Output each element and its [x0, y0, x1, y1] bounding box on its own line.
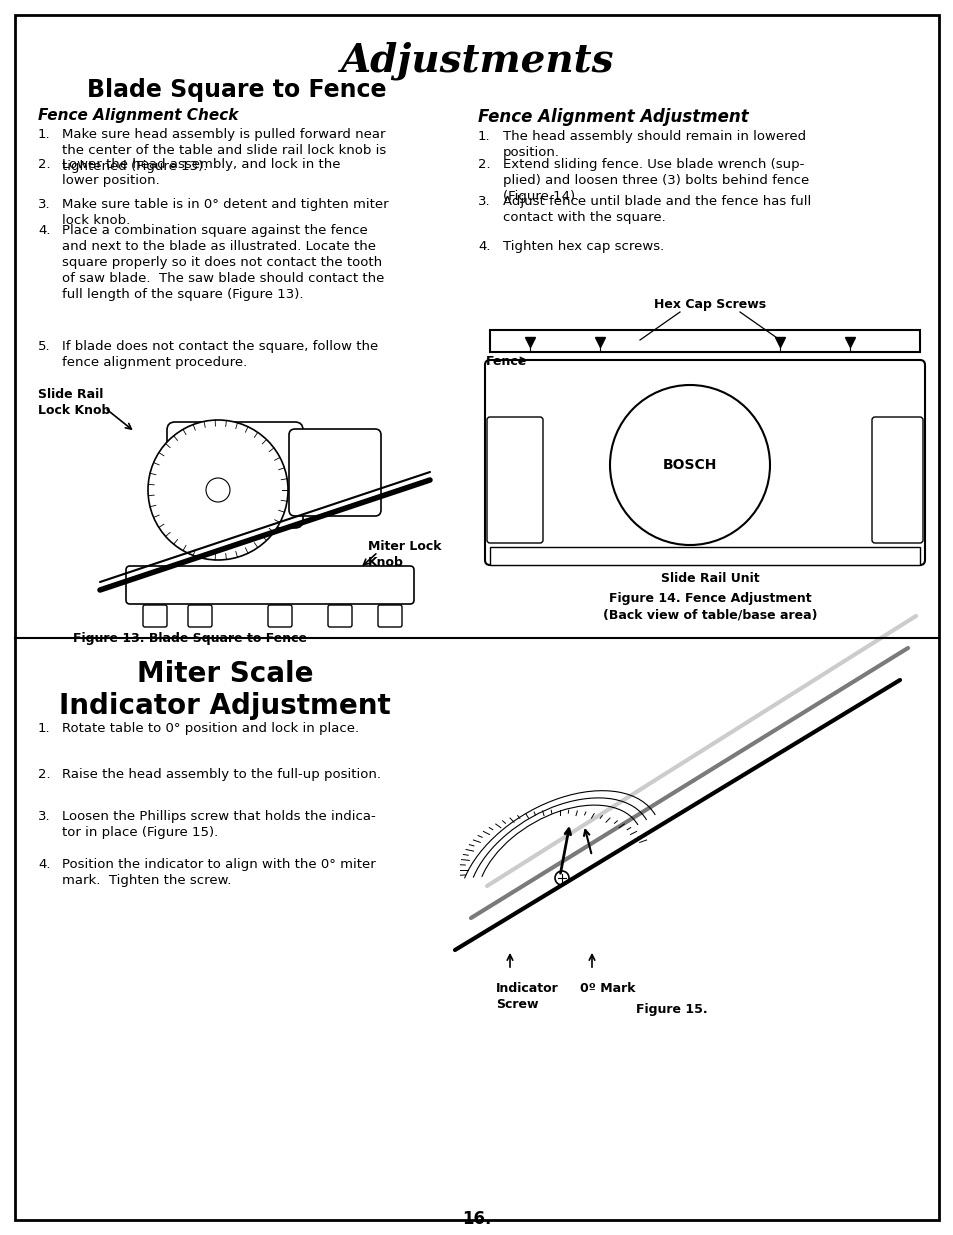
- FancyBboxPatch shape: [188, 605, 212, 627]
- Text: Make sure table is in 0° detent and tighten miter
lock knob.: Make sure table is in 0° detent and tigh…: [62, 198, 388, 227]
- Text: Hex Cap Screws: Hex Cap Screws: [653, 298, 765, 311]
- Text: Figure 14. Fence Adjustment
(Back view of table/base area): Figure 14. Fence Adjustment (Back view o…: [602, 592, 817, 622]
- Text: Fence Alignment Adjustment: Fence Alignment Adjustment: [477, 107, 748, 126]
- FancyBboxPatch shape: [328, 605, 352, 627]
- FancyBboxPatch shape: [486, 417, 542, 543]
- Text: Adjustments: Adjustments: [340, 42, 613, 80]
- Circle shape: [609, 385, 769, 545]
- Text: 4.: 4.: [38, 224, 51, 237]
- Text: Indicator
Screw: Indicator Screw: [496, 982, 558, 1011]
- Text: Lower the head assembly, and lock in the
lower position.: Lower the head assembly, and lock in the…: [62, 158, 340, 186]
- Text: Figure 13. Blade Square to Fence: Figure 13. Blade Square to Fence: [73, 632, 307, 645]
- Text: Miter Scale
Indicator Adjustment: Miter Scale Indicator Adjustment: [59, 659, 391, 720]
- FancyBboxPatch shape: [126, 566, 414, 604]
- Text: 0º Mark: 0º Mark: [579, 982, 635, 995]
- Text: 3.: 3.: [38, 810, 51, 823]
- FancyBboxPatch shape: [143, 605, 167, 627]
- Text: 4.: 4.: [477, 240, 490, 253]
- FancyBboxPatch shape: [167, 422, 303, 529]
- FancyBboxPatch shape: [377, 605, 401, 627]
- FancyBboxPatch shape: [871, 417, 923, 543]
- Text: 2.: 2.: [477, 158, 490, 170]
- FancyBboxPatch shape: [268, 605, 292, 627]
- Text: Raise the head assembly to the full-up position.: Raise the head assembly to the full-up p…: [62, 768, 380, 781]
- Text: 1.: 1.: [38, 722, 51, 735]
- Text: Fence: Fence: [485, 354, 527, 368]
- Text: Slide Rail Unit: Slide Rail Unit: [660, 572, 759, 585]
- Text: BOSCH: BOSCH: [662, 458, 717, 472]
- Circle shape: [206, 478, 230, 501]
- Text: 3.: 3.: [38, 198, 51, 211]
- Text: 5.: 5.: [38, 340, 51, 353]
- Text: Tighten hex cap screws.: Tighten hex cap screws.: [502, 240, 663, 253]
- Text: Extend sliding fence. Use blade wrench (sup-
plied) and loosen three (3) bolts b: Extend sliding fence. Use blade wrench (…: [502, 158, 808, 203]
- Bar: [490, 547, 919, 564]
- Text: Fence Alignment Check: Fence Alignment Check: [38, 107, 238, 124]
- Circle shape: [555, 871, 568, 885]
- Text: 1.: 1.: [477, 130, 490, 143]
- Text: Rotate table to 0° position and lock in place.: Rotate table to 0° position and lock in …: [62, 722, 358, 735]
- Text: 2.: 2.: [38, 158, 51, 170]
- Text: The head assembly should remain in lowered
position.: The head assembly should remain in lower…: [502, 130, 805, 159]
- Text: Place a combination square against the fence
and next to the blade as illustrate: Place a combination square against the f…: [62, 224, 384, 301]
- Text: 3.: 3.: [477, 195, 490, 207]
- Text: Miter Lock
Knob: Miter Lock Knob: [368, 540, 441, 569]
- Text: Blade Square to Fence: Blade Square to Fence: [87, 78, 386, 103]
- Circle shape: [148, 420, 288, 559]
- Bar: [490, 330, 919, 352]
- Text: Figure 15.: Figure 15.: [636, 1003, 707, 1016]
- Text: 1.: 1.: [38, 128, 51, 141]
- Text: 2.: 2.: [38, 768, 51, 781]
- Bar: [448, 645, 931, 1000]
- Text: Adjust fence until blade and the fence has full
contact with the square.: Adjust fence until blade and the fence h…: [502, 195, 810, 224]
- Text: If blade does not contact the square, follow the
fence alignment procedure.: If blade does not contact the square, fo…: [62, 340, 377, 369]
- FancyBboxPatch shape: [289, 429, 380, 516]
- Text: Position the indicator to align with the 0° miter
mark.  Tighten the screw.: Position the indicator to align with the…: [62, 858, 375, 887]
- Text: Slide Rail
Lock Knob: Slide Rail Lock Knob: [38, 388, 111, 417]
- Text: Make sure head assembly is pulled forward near
the center of the table and slide: Make sure head assembly is pulled forwar…: [62, 128, 386, 173]
- Text: Loosen the Phillips screw that holds the indica-
tor in place (Figure 15).: Loosen the Phillips screw that holds the…: [62, 810, 375, 839]
- Text: 4.: 4.: [38, 858, 51, 871]
- Text: 16.: 16.: [462, 1210, 491, 1228]
- FancyBboxPatch shape: [484, 359, 924, 564]
